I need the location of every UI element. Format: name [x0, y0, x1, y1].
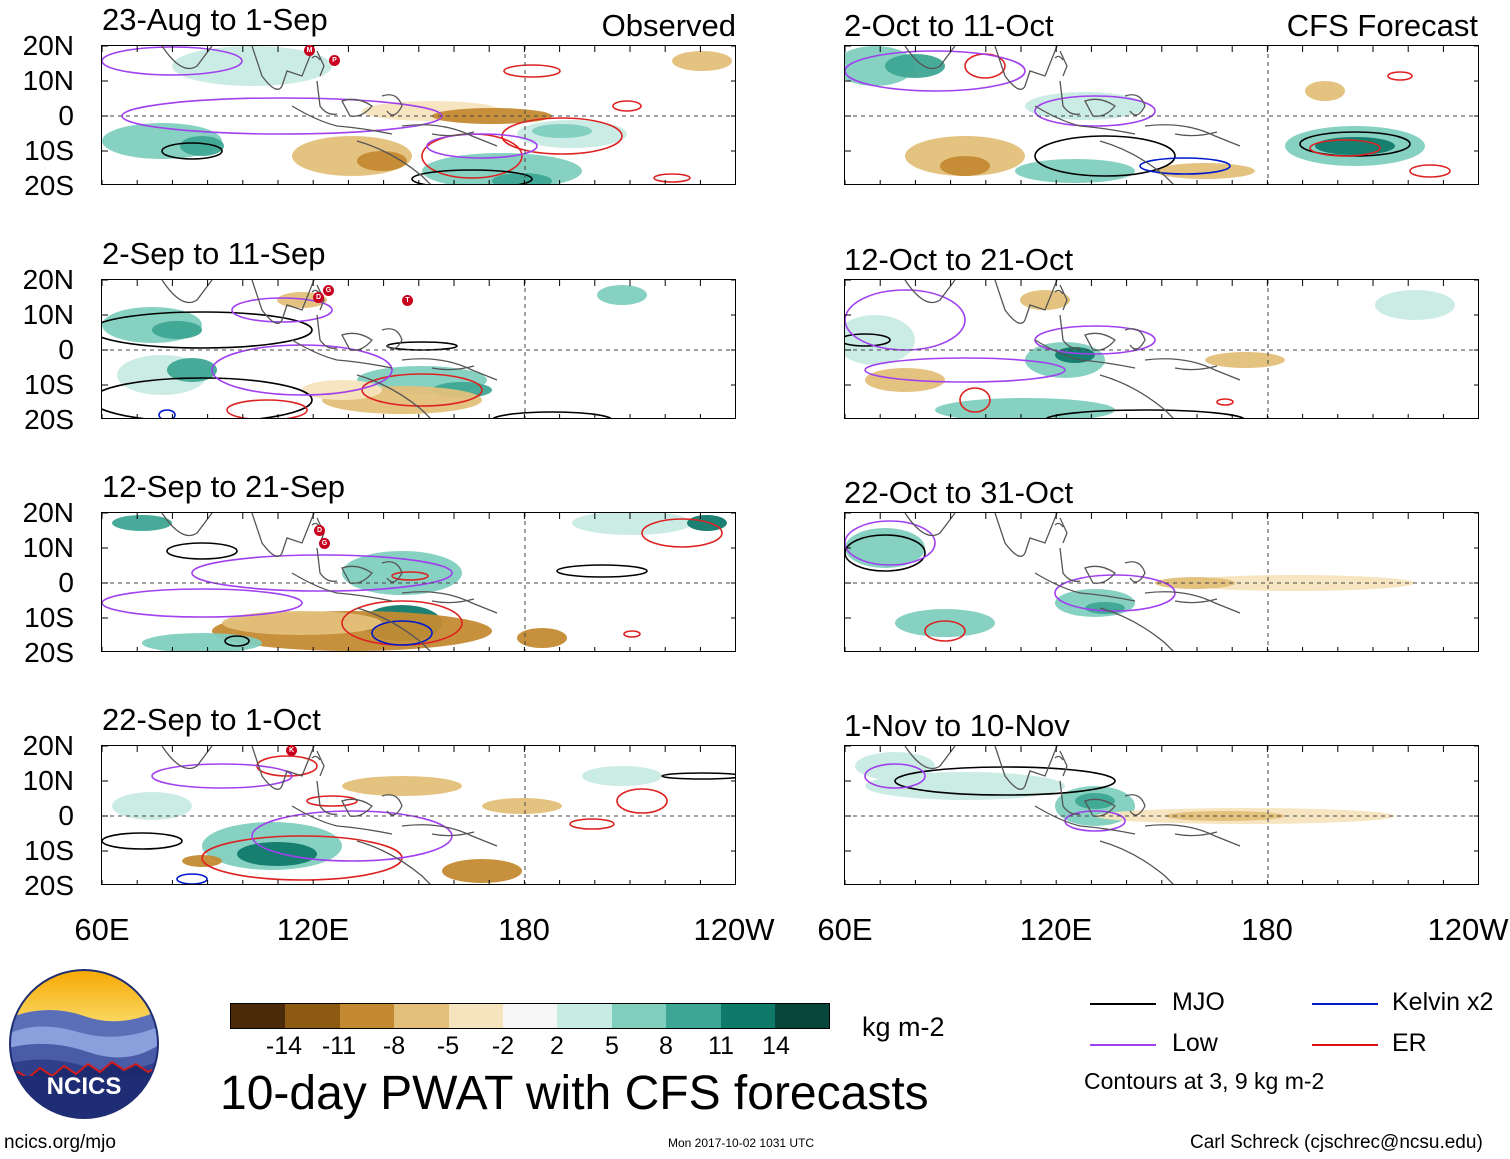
map-panel-fc-1	[844, 45, 1479, 185]
colorbar-swatch	[231, 1004, 286, 1028]
panel-title-obs-1: 23-Aug to 1-Sep	[102, 2, 328, 37]
legend-line-kelvin	[1312, 1003, 1378, 1005]
colorbar-swatch	[285, 1004, 340, 1028]
colorbar	[230, 1003, 831, 1029]
forecast-label: CFS Forecast	[1286, 8, 1478, 43]
footer-timestamp: Mon 2017-10-02 1031 UTC	[668, 1136, 815, 1150]
colorbar-swatch	[448, 1004, 503, 1028]
storm-marker: G	[323, 285, 334, 296]
panel-title-obs-2: 2-Sep to 11-Sep	[102, 236, 326, 271]
legend-label-kelvin: Kelvin x2	[1392, 988, 1494, 1016]
map-panel-obs-3	[101, 512, 736, 652]
legend-label-er: ER	[1392, 1029, 1427, 1057]
legend-line-mjo	[1090, 1003, 1156, 1005]
colorbar-swatch	[720, 1004, 775, 1028]
storm-marker: M	[304, 45, 315, 56]
map-panel-obs-4	[101, 745, 736, 885]
observed-label: Observed	[601, 8, 736, 43]
panel-title-obs-4: 22-Sep to 1-Oct	[102, 702, 321, 737]
legend-line-er	[1312, 1044, 1378, 1046]
colorbar-swatch	[502, 1004, 558, 1028]
map-panel-fc-3	[844, 512, 1479, 652]
storm-marker: K	[286, 745, 297, 756]
footer-url-link[interactable]: ncics.org/mjo	[4, 1132, 116, 1153]
svg-text:NCICS: NCICS	[47, 1073, 122, 1100]
colorbar-swatch	[774, 1004, 830, 1028]
map-panel-obs-2	[101, 279, 736, 419]
panel-title-fc-1: 2-Oct to 11-Oct	[844, 8, 1054, 43]
map-panel-fc-2	[844, 279, 1479, 419]
colorbar-swatch	[394, 1004, 449, 1028]
ncics-logo: NCICS	[8, 968, 160, 1120]
map-panel-obs-1	[101, 45, 736, 185]
figure-title: 10-day PWAT with CFS forecasts	[220, 1067, 929, 1120]
map-panel-fc-4	[844, 745, 1479, 885]
colorbar-swatch	[611, 1004, 667, 1028]
colorbar-units: kg m-2	[862, 1012, 945, 1042]
panel-title-fc-4: 1-Nov to 10-Nov	[844, 708, 1070, 743]
storm-marker: G	[319, 538, 330, 549]
colorbar-swatch	[666, 1004, 721, 1028]
storm-marker: D	[313, 292, 324, 303]
storm-marker: D	[314, 525, 325, 536]
legend-label-mjo: MJO	[1172, 988, 1225, 1016]
legend-line-low	[1090, 1044, 1156, 1046]
colorbar-swatch	[339, 1004, 395, 1028]
legend-note: Contours at 3, 9 kg m-2	[1084, 1068, 1325, 1094]
panel-title-fc-2: 12-Oct to 21-Oct	[844, 242, 1074, 277]
footer-author: Carl Schreck (cjschrec@ncsu.edu)	[1190, 1132, 1483, 1153]
storm-marker: P	[329, 55, 340, 66]
panel-title-fc-3: 22-Oct to 31-Oct	[844, 475, 1074, 510]
colorbar-swatch	[557, 1004, 612, 1028]
panel-title-obs-3: 12-Sep to 21-Sep	[102, 469, 346, 504]
legend-label-low: Low	[1172, 1029, 1218, 1057]
storm-marker: T	[402, 295, 413, 306]
